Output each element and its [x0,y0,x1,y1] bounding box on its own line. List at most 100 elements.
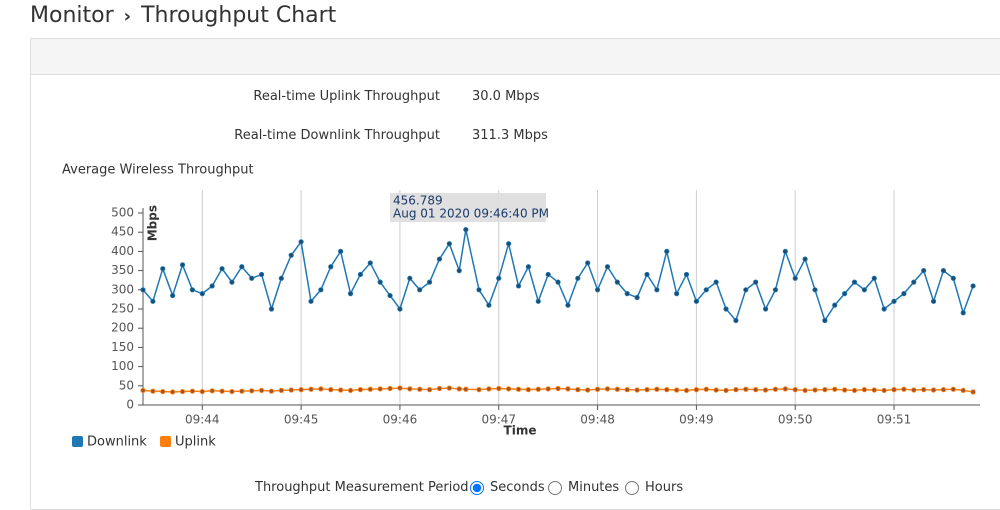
x-tick-label: 09:51 [877,413,912,427]
point [604,264,611,270]
point [782,386,788,392]
point [930,298,937,304]
point [357,387,364,393]
point [940,267,947,274]
point [476,387,482,393]
point [239,388,245,394]
point [921,387,927,393]
point [832,302,838,308]
legend-label: Uplink [175,435,216,450]
point [367,260,373,266]
point [733,317,739,324]
point [644,387,650,393]
breadcrumb: Monitor › Throughput Chart [30,3,336,28]
y-tick-label: 500 [111,206,134,220]
y-tick-label: 150 [111,340,134,354]
point [318,287,324,293]
point [239,264,245,270]
point [693,387,699,393]
point [575,275,581,281]
point [644,271,650,278]
point [258,387,265,394]
point [515,386,522,392]
point [199,291,205,297]
point [288,387,294,393]
point [160,266,166,272]
x-tick-label: 09:48 [580,413,615,427]
point [585,387,591,393]
point [871,275,877,281]
point [426,387,433,393]
point [160,388,166,395]
point [762,306,769,312]
radio[interactable] [470,480,484,495]
y-tick-label: 300 [111,282,134,296]
point [486,302,492,308]
period-option[interactable]: Seconds [470,480,545,495]
point [456,267,462,274]
point [723,387,729,394]
period-option[interactable]: Minutes [548,480,619,495]
point [170,292,176,299]
point [150,298,156,304]
point [842,291,848,297]
point [219,266,225,272]
point [891,387,897,393]
point [594,287,601,293]
point [624,291,630,297]
point [713,387,719,393]
point [792,387,798,393]
point [463,226,469,233]
point [733,387,739,393]
point [170,389,176,395]
point [664,387,670,393]
series-line [142,229,974,323]
point [842,387,848,393]
point [683,271,690,278]
point [525,387,531,393]
point [436,256,443,262]
point [377,279,383,285]
point [782,248,788,254]
point [812,387,818,393]
point [802,387,808,394]
y-tick-label: 50 [119,378,134,392]
point [535,298,541,304]
point [426,279,433,285]
breadcrumb-section[interactable]: Monitor [30,3,114,28]
stat-value: 30.0 Mbps [472,89,540,104]
option-label[interactable]: Hours [645,480,684,495]
stat-label: Real-time Uplink Throughput [253,89,440,104]
point [901,386,907,392]
point [960,310,966,316]
option-label[interactable]: Minutes [568,480,620,495]
point [209,283,215,289]
y-tick-label: 200 [111,321,134,335]
option-label[interactable]: Seconds [490,480,545,495]
point [446,385,452,391]
x-axis-label: Time [504,424,537,438]
point [881,387,887,394]
point [496,385,502,392]
point [654,386,660,392]
point [634,294,640,301]
period-option[interactable]: Hours [625,480,683,495]
point [535,386,541,392]
point [140,387,146,394]
period-label: Throughput Measurement Period [255,480,469,495]
point [624,387,630,393]
point [209,388,215,394]
radio[interactable] [625,480,639,495]
point [743,287,749,293]
radio[interactable] [548,480,562,495]
stat-value: 311.3 Mbps [472,128,548,143]
point [901,291,907,297]
point [970,283,976,289]
point [545,271,551,278]
point [891,298,897,304]
legend-swatch [160,436,171,447]
point [743,386,749,392]
x-tick-label: 09:45 [284,413,319,427]
point [753,279,759,285]
